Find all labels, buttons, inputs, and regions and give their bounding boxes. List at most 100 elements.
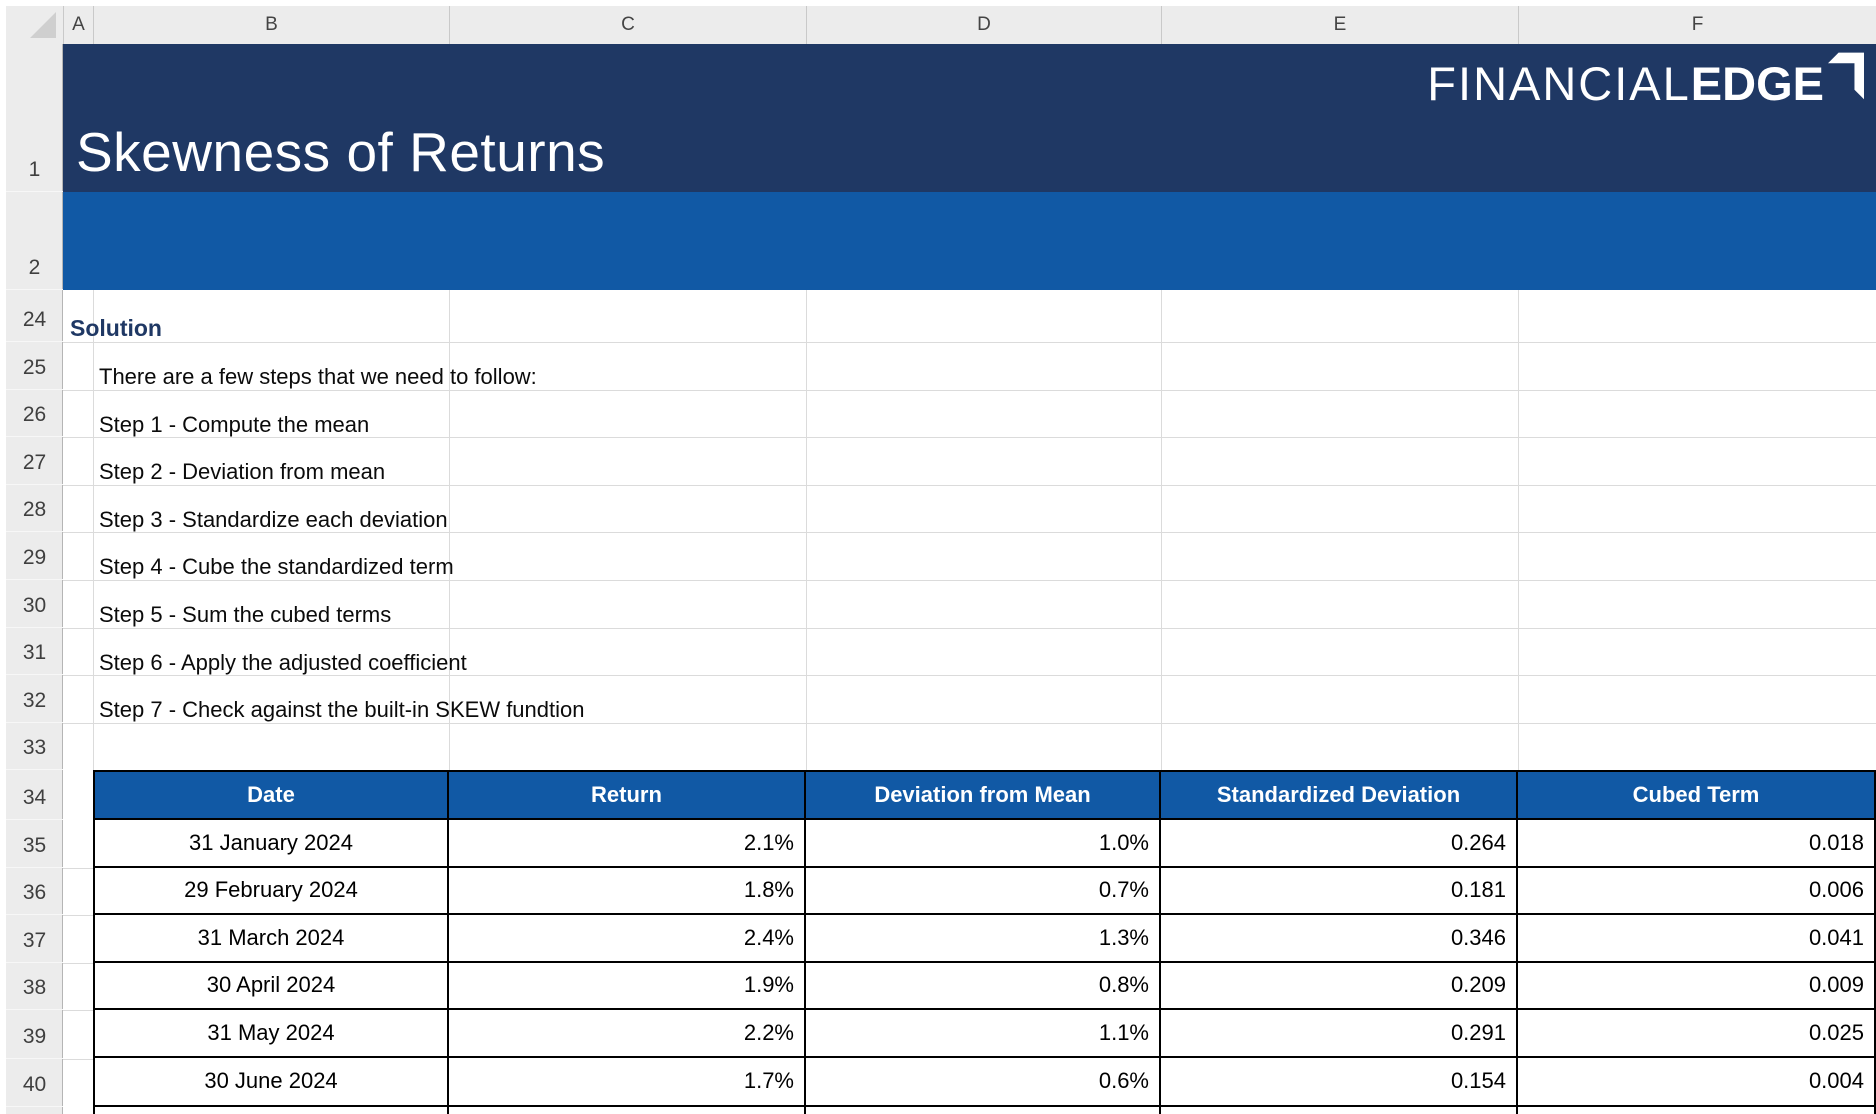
gridline (63, 342, 1876, 343)
cell-cubed-36[interactable]: 0.006 (1518, 867, 1874, 915)
accent-band[interactable] (63, 192, 1876, 290)
cell-return-35[interactable]: 2.1% (449, 820, 806, 868)
gridline (449, 290, 450, 770)
corner-arrow-icon (1828, 52, 1864, 99)
cell-date-37[interactable]: 31 March 2024 (95, 915, 449, 963)
table-row: 31 January 2024 2.1% 1.0% 0.264 0.018 (95, 820, 1874, 868)
row-header-38[interactable]: 38 (6, 963, 63, 1010)
cell-date-36[interactable]: 29 February 2024 (95, 867, 449, 915)
row-header-24[interactable]: 24 (6, 290, 63, 342)
gridline (63, 532, 1876, 534)
cell-stddev-39[interactable]: 0.291 (1161, 1010, 1518, 1058)
title-banner: Skewness of Returns FINANCIAL EDGE (63, 44, 1876, 192)
partial-cell (806, 1107, 1161, 1114)
row-header-2[interactable]: 2 (6, 192, 63, 290)
cell-stddev-40[interactable]: 0.154 (1161, 1057, 1518, 1105)
column-header-C[interactable]: C (449, 6, 806, 44)
gridline (63, 962, 93, 964)
financial-edge-logo: FINANCIAL EDGE (1427, 52, 1864, 111)
gridline (63, 675, 1876, 677)
header-cell-date[interactable]: Date (95, 772, 449, 820)
returns-table: Date Return Deviation from Mean Standard… (93, 770, 1876, 1107)
cell-cubed-38[interactable]: 0.009 (1518, 962, 1874, 1010)
solution-heading[interactable]: Solution (70, 315, 162, 341)
column-header-B[interactable]: B (93, 6, 449, 44)
column-header-D[interactable]: D (806, 6, 1161, 44)
partial-next-row (93, 1107, 1876, 1114)
cell-cubed-39[interactable]: 0.025 (1518, 1010, 1874, 1058)
step-6[interactable]: Step 6 - Apply the adjusted coefficient (99, 649, 467, 675)
select-all-corner[interactable] (6, 6, 63, 44)
row-header-31[interactable]: 31 (6, 628, 63, 676)
row-header-25[interactable]: 25 (6, 342, 63, 390)
cell-date-38[interactable]: 30 April 2024 (95, 962, 449, 1010)
select-all-triangle-icon (30, 12, 56, 38)
row-header-36[interactable]: 36 (6, 868, 63, 915)
step-2[interactable]: Step 2 - Deviation from mean (99, 459, 386, 485)
gridline (63, 484, 1876, 486)
cell-cubed-37[interactable]: 0.041 (1518, 915, 1874, 963)
gridline (806, 290, 807, 770)
row-header-32[interactable]: 32 (6, 675, 63, 723)
header-cell-cubed-term[interactable]: Cubed Term (1518, 772, 1874, 820)
cell-deviation-37[interactable]: 1.3% (806, 915, 1161, 963)
cell-stddev-37[interactable]: 0.346 (1161, 915, 1518, 963)
header-cell-deviation[interactable]: Deviation from Mean (806, 772, 1161, 820)
cell-cubed-40[interactable]: 0.004 (1518, 1057, 1874, 1105)
cell-return-39[interactable]: 2.2% (449, 1010, 806, 1058)
cell-return-36[interactable]: 1.8% (449, 867, 806, 915)
row-header-30[interactable]: 30 (6, 580, 63, 628)
header-cell-standardized-deviation[interactable]: Standardized Deviation (1161, 772, 1518, 820)
cell-date-40[interactable]: 30 June 2024 (95, 1057, 449, 1105)
row-header-35[interactable]: 35 (6, 820, 63, 868)
header-cell-return[interactable]: Return (449, 772, 806, 820)
row-header-29[interactable]: 29 (6, 532, 63, 580)
cell-deviation-38[interactable]: 0.8% (806, 962, 1161, 1010)
gridline (1161, 290, 1162, 770)
cell-date-39[interactable]: 31 May 2024 (95, 1010, 449, 1058)
row-header-26[interactable]: 26 (6, 390, 63, 438)
row-header-39[interactable]: 39 (6, 1010, 63, 1059)
cell-deviation-36[interactable]: 0.7% (806, 867, 1161, 915)
gridline (93, 290, 94, 770)
row-header-40[interactable]: 40 (6, 1059, 63, 1107)
row-header-1[interactable]: 1 (6, 44, 63, 192)
gridline (63, 1058, 93, 1060)
cell-return-37[interactable]: 2.4% (449, 915, 806, 963)
column-header-A[interactable]: A (63, 6, 93, 44)
row-header-34[interactable]: 34 (6, 770, 63, 820)
cell-return-40[interactable]: 1.7% (449, 1057, 806, 1105)
row-header-37[interactable]: 37 (6, 915, 63, 963)
cell-deviation-35[interactable]: 1.0% (806, 820, 1161, 868)
cell-date-35[interactable]: 31 January 2024 (95, 820, 449, 868)
partial-cell (1518, 1107, 1874, 1114)
column-header-F[interactable]: F (1518, 6, 1876, 44)
solution-intro[interactable]: There are a few steps that we need to fo… (99, 364, 537, 389)
cell-deviation-39[interactable]: 1.1% (806, 1010, 1161, 1058)
gridline (63, 437, 1876, 439)
gridline (63, 915, 93, 916)
cell-cubed-35[interactable]: 0.018 (1518, 820, 1874, 868)
cell-deviation-40[interactable]: 0.6% (806, 1057, 1161, 1105)
step-5[interactable]: Step 5 - Sum the cubed terms (99, 602, 392, 627)
gridline (63, 389, 1876, 391)
row-header-33[interactable]: 33 (6, 723, 63, 770)
table-row: 31 May 2024 2.2% 1.1% 0.291 0.025 (95, 1010, 1874, 1058)
cell-stddev-35[interactable]: 0.264 (1161, 820, 1518, 868)
gridline (63, 722, 1876, 724)
gridline (63, 627, 1876, 629)
partial-cell (95, 1107, 449, 1114)
step-4[interactable]: Step 4 - Cube the standardized term (99, 554, 454, 580)
step-7[interactable]: Step 7 - Check against the built-in SKEW… (99, 697, 585, 723)
row-header-27[interactable]: 27 (6, 437, 63, 485)
row-header-28[interactable]: 28 (6, 485, 63, 533)
column-header-E[interactable]: E (1161, 6, 1518, 44)
step-1[interactable]: Step 1 - Compute the mean (99, 411, 370, 437)
cell-return-38[interactable]: 1.9% (449, 962, 806, 1010)
cell-stddev-36[interactable]: 0.181 (1161, 867, 1518, 915)
table-row: 30 April 2024 1.9% 0.8% 0.209 0.009 (95, 962, 1874, 1010)
sheet-title[interactable]: Skewness of Returns (76, 121, 606, 183)
step-3[interactable]: Step 3 - Standardize each deviation (99, 506, 448, 532)
cell-stddev-38[interactable]: 0.209 (1161, 962, 1518, 1010)
